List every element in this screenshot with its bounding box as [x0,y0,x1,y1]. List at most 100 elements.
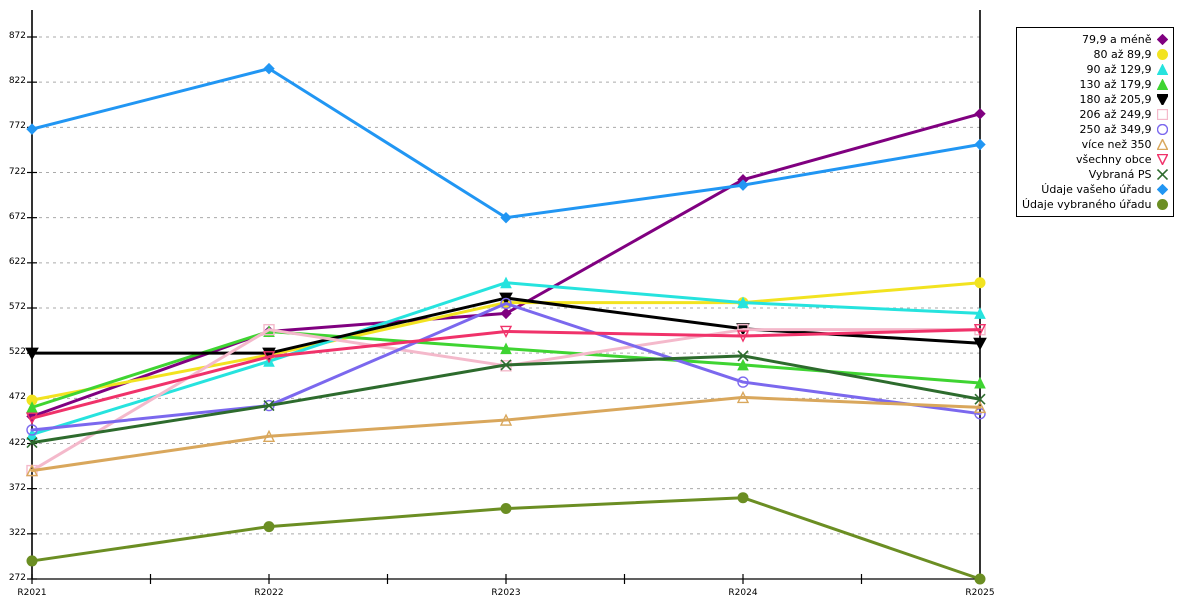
y-axis-tick-label: 772 [8,121,26,132]
legend-item[interactable]: 90 až 129,9 [1022,62,1168,77]
y-axis-tick-label: 372 [8,482,26,493]
legend-item-label: 80 až 89,9 [1093,48,1152,61]
legend-item[interactable]: více než 350 [1022,137,1168,152]
data-point-marker [25,464,39,477]
data-point-marker [1156,139,1168,150]
legend-marker-icon [1156,34,1168,45]
data-point-marker [974,393,986,405]
data-point-marker [736,330,750,343]
series-3 [26,325,986,413]
chart-svg [25,10,987,585]
data-point-marker [263,62,275,75]
data-point-marker [262,351,276,364]
data-point-marker [262,347,276,361]
legend-item[interactable]: Údaje vašeho úřadu [1022,182,1168,197]
data-point-marker [25,412,39,425]
legend-item-label: 206 až 249,9 [1079,108,1152,121]
data-point-marker [974,307,986,319]
y-axis-tick-label: 272 [8,573,26,583]
axes [27,10,981,584]
y-axis-tick-label: 422 [8,437,26,448]
series-8 [25,323,987,425]
data-point-marker [974,138,986,151]
legend-item-label: Údaje vybraného úřadu [1022,198,1152,211]
series-9 [26,350,986,449]
y-axis-tick-label: 572 [8,302,26,312]
data-point-marker [737,350,749,362]
legend-item-label: Údaje vašeho úřadu [1041,183,1152,196]
data-point-marker [1156,184,1168,195]
data-point-marker [737,376,749,388]
legend-item[interactable]: všechny obce [1022,152,1168,167]
legend-item[interactable]: 80 až 89,9 [1022,47,1168,62]
data-point-marker [499,325,513,339]
legend-marker-icon [1156,109,1168,120]
y-axis-tick-label: 622 [8,256,26,267]
series-11 [26,492,986,585]
legend-item[interactable]: 79,9 a méně [1022,32,1168,47]
legend-item[interactable]: 130 až 179,9 [1022,77,1168,92]
data-point-marker [263,399,275,412]
data-point-marker [737,296,749,309]
legend-marker-icon [1156,184,1168,195]
data-point-marker [1156,49,1168,60]
legend-marker-icon [1156,64,1168,75]
legend-item[interactable]: Vybraná PS [1022,167,1168,182]
legend-marker-icon [1156,154,1168,165]
data-point-marker [25,347,39,361]
legend-item-label: všechny obce [1075,153,1152,166]
data-point-marker [737,358,749,371]
data-point-marker [1156,109,1168,120]
legend-item-label: 250 až 349,9 [1079,123,1152,136]
y-axis-tick-label: 872 [8,31,26,41]
data-point-marker [500,276,512,289]
data-point-marker [26,401,38,413]
data-point-marker [500,503,512,515]
data-point-marker [262,429,276,442]
data-point-marker [1156,154,1168,165]
data-point-marker [1156,34,1168,45]
data-point-marker [263,323,275,336]
legend-marker-icon [1156,94,1168,105]
x-axis-tick-label: R2025 [965,588,995,598]
data-point-marker [974,573,986,585]
data-point-marker [737,179,749,191]
legend-item-label: více než 350 [1081,138,1152,151]
data-point-marker [1156,169,1168,180]
series-group [25,62,987,585]
data-point-marker [500,297,512,310]
x-axis-tick-label: R2022 [254,588,284,598]
data-point-marker [26,424,38,436]
data-point-marker [500,211,512,224]
legend-item[interactable]: 250 až 349,9 [1022,122,1168,137]
legend-item-label: Vybraná PS [1088,168,1152,181]
y-axis-tick-label: 722 [8,166,26,177]
x-axis-tick-label: R2023 [491,588,521,598]
y-axis-tick-label: 672 [8,211,26,222]
x-axis-tick-label: R2021 [17,588,47,598]
series-10 [26,62,986,224]
legend-item-label: 130 až 179,9 [1079,78,1152,91]
data-point-marker [973,400,987,414]
legend-marker-icon [1156,79,1168,90]
legend-item-label: 180 až 205,9 [1079,93,1152,106]
legend-item[interactable]: 206 až 249,9 [1022,107,1168,122]
legend-marker-icon [1156,124,1168,135]
data-point-marker [1156,199,1168,210]
legend-item[interactable]: Údaje vybraného úřadu [1022,197,1168,212]
data-point-marker [263,521,275,533]
legend-marker-icon [1156,169,1168,180]
data-point-marker [974,277,986,289]
x-axis-tick-label: R2024 [728,588,758,598]
data-point-marker [973,323,987,337]
data-point-marker [26,437,38,449]
data-point-marker [973,337,987,351]
data-point-marker [1156,94,1168,105]
y-axis-tick-label: 322 [8,527,26,538]
legend-item[interactable]: 180 až 205,9 [1022,92,1168,107]
series-7 [25,390,987,477]
data-point-marker [974,376,986,389]
y-axis-tick-label: 522 [8,347,26,358]
data-point-marker [26,555,38,567]
